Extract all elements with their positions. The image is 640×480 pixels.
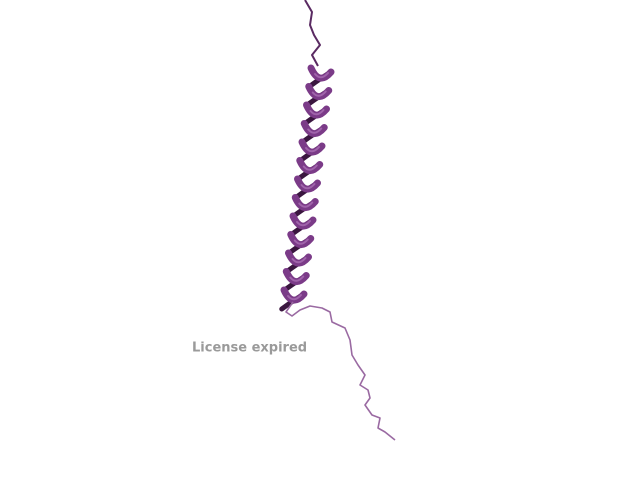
helix-highlight (287, 294, 302, 301)
helix-highlight (311, 90, 327, 97)
coil-top (304, 0, 321, 67)
helix-highlight (293, 238, 309, 245)
helix-highlight (309, 109, 325, 116)
helix-highlight (298, 201, 314, 208)
helix-highlight (300, 183, 316, 190)
helix-highlight (291, 257, 307, 264)
helix-highlight (307, 127, 323, 134)
helix-highlight (296, 220, 311, 227)
helix-highlight (305, 146, 320, 153)
helix (279, 64, 335, 312)
helix-highlight (302, 164, 318, 171)
coil-bottom (285, 301, 396, 441)
watermark: License expired (192, 341, 307, 356)
helix-highlight (289, 275, 305, 282)
helix-highlight (314, 72, 329, 79)
